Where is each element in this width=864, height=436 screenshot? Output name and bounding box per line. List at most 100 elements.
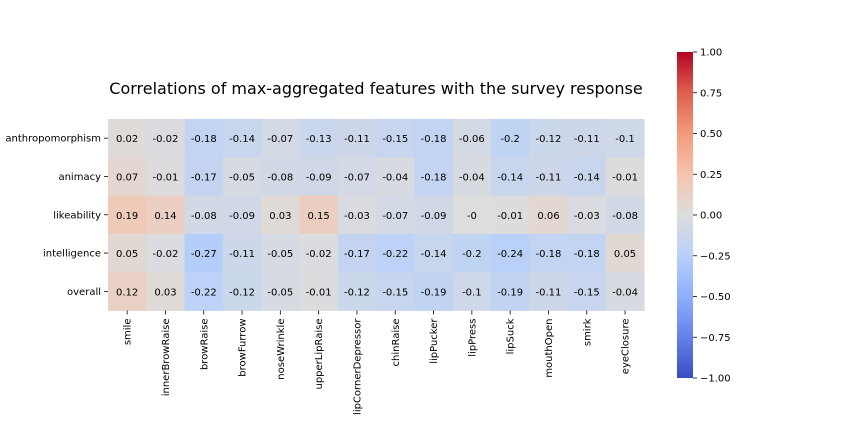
cell-value-label: -0.06	[459, 134, 485, 145]
column-label: mouthOpen	[544, 319, 555, 378]
heatmap-cell	[184, 233, 224, 273]
heatmap-cell	[337, 272, 377, 311]
heatmap-cell	[376, 272, 415, 311]
cell-value-label: -0.08	[267, 172, 293, 183]
heatmap-cell	[146, 195, 185, 235]
cell-value-label: -0.18	[536, 249, 562, 260]
cell-value-label: -0.24	[497, 249, 523, 260]
cell-value-label: 0.07	[116, 172, 138, 183]
cell-value-label: -0.19	[421, 287, 447, 298]
heatmap-cell	[376, 195, 415, 235]
heatmap-cell	[414, 119, 454, 158]
colorbar-tick-label: −0.50	[700, 292, 731, 303]
cell-value-label: -0.14	[229, 134, 255, 145]
heatmap-cell	[567, 233, 607, 273]
heatmap-cell	[337, 157, 377, 196]
cell-value-label: 0.14	[154, 211, 176, 222]
cell-value-label: -0.08	[191, 211, 217, 222]
heatmap-cell	[146, 272, 185, 311]
cell-value-label: 0.02	[116, 134, 138, 145]
heatmap-cell	[222, 195, 262, 235]
heatmap-cell	[146, 157, 185, 196]
column-label: lipSuck	[506, 318, 517, 354]
cell-value-label: -0.01	[306, 287, 332, 298]
cell-value-label: -0.04	[382, 172, 408, 183]
row-labels: anthropomorphism animacy likeability intell…	[5, 134, 108, 298]
heatmap-cell	[567, 119, 607, 158]
heatmap-cell	[529, 272, 568, 311]
colorbar-gradient	[677, 52, 693, 378]
heatmap-cell	[108, 233, 147, 273]
cell-value-label: 0.03	[269, 211, 291, 222]
heatmap-cell	[529, 195, 568, 235]
column-label: lipCornerDepressor	[352, 318, 363, 415]
heatmap-cell	[567, 195, 607, 235]
column-label: lipPress	[467, 318, 478, 356]
cell-value-label: -0.07	[344, 172, 370, 183]
heatmap-cell	[491, 233, 530, 273]
cell-value-label: -0.15	[382, 134, 408, 145]
column-label: innerBrowRaise	[161, 319, 172, 397]
row-label: animacy	[58, 172, 101, 183]
heatmap-cell	[299, 195, 339, 235]
heatmap-cell	[299, 272, 339, 311]
heatmap-cell	[414, 233, 454, 273]
cell-value-label: 0.15	[308, 211, 330, 222]
heatmap-cell	[452, 157, 492, 196]
colorbar-tick-label: −1.00	[700, 374, 731, 385]
colorbar: 1.00 0.75 0.50 0.25 0.00 −0.25 −0.50 −0.75 −1.00	[677, 48, 731, 385]
cell-value-label: -0	[467, 211, 477, 222]
cell-value-label: -0.09	[229, 211, 255, 222]
cell-value-label: -0.05	[229, 172, 255, 183]
heatmap-cell	[261, 195, 300, 235]
chart-title: Correlations of max-aggregated features …	[109, 79, 642, 98]
heatmap-cell	[452, 119, 492, 158]
heatmap-cell	[452, 272, 492, 311]
cell-value-label: -0.02	[153, 134, 179, 145]
heatmap-cell	[414, 157, 454, 196]
heatmap-cell	[376, 119, 415, 158]
heatmap-cell	[299, 157, 339, 196]
cell-value-label: -0.05	[267, 287, 293, 298]
heatmap-cell	[529, 157, 568, 196]
cell-value-label: -0.13	[306, 134, 332, 145]
cell-value-label: -0.18	[421, 134, 447, 145]
heatmap-cell	[261, 119, 300, 158]
cell-value-label: -0.15	[574, 287, 600, 298]
heatmap-cell	[605, 272, 645, 311]
cell-value-label: -0.27	[191, 249, 217, 260]
colorbar-tick-label: 1.00	[700, 48, 722, 59]
cell-value-label: -0.05	[267, 249, 293, 260]
cell-value-label: -0.02	[306, 249, 332, 260]
row-label: intelligence	[43, 249, 101, 260]
heatmap-cell	[108, 272, 147, 311]
cell-value-label: -0.17	[191, 172, 217, 183]
cell-value-label: -0.01	[612, 172, 638, 183]
heatmap-cell	[529, 119, 568, 158]
heatmap-cell	[108, 119, 147, 158]
cell-value-label: -0.11	[574, 134, 600, 145]
cell-value-label: 0.06	[537, 211, 559, 222]
heatmap-cell	[108, 157, 147, 196]
heatmap-cell	[529, 233, 568, 273]
cell-value-label: -0.03	[344, 211, 370, 222]
colorbar-tick-label: −0.25	[700, 251, 731, 262]
column-label: smirk	[582, 318, 593, 346]
cell-value-label: -0.12	[344, 287, 370, 298]
heatmap-cell	[376, 157, 415, 196]
heatmap-cell	[146, 119, 185, 158]
cell-value-label: -0.07	[267, 134, 293, 145]
heatmap-cell	[184, 157, 224, 196]
cell-value-label: 0.19	[116, 211, 138, 222]
column-label: upperLipRaise	[314, 319, 325, 390]
heatmap-cell	[337, 233, 377, 273]
cell-value-label: -0.1	[462, 287, 482, 298]
heatmap-cell	[605, 119, 645, 158]
cell-value-label: -0.14	[497, 172, 523, 183]
heatmap-cell	[414, 272, 454, 311]
row-label: anthropomorphism	[5, 134, 101, 145]
cell-value-labels: 0.02 -0.02 -0.18 -0.14 -0.07 -0.13 -0.11 -0.15 -…	[116, 134, 638, 298]
cell-value-label: -0.03	[574, 211, 600, 222]
